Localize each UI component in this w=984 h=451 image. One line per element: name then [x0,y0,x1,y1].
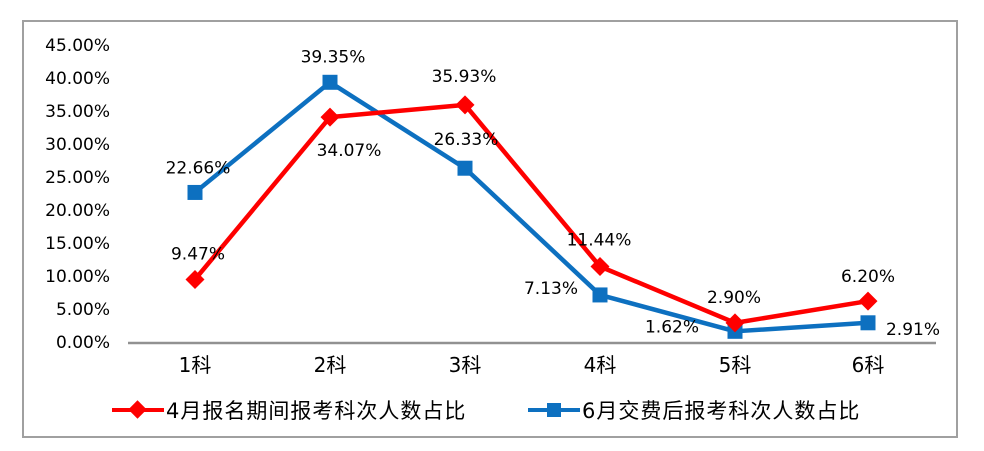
data-point-label: 2.90% [707,288,761,308]
diamond-marker-icon[interactable] [725,313,745,333]
data-point-label: 6.20% [841,267,895,287]
chart-legend: 4月报名期间报考科次人数占比 6月交费后报考科次人数占比 [0,395,984,425]
data-point-label: 1.62% [645,317,699,337]
legend-item-april-series[interactable]: 4月报名期间报考科次人数占比 [112,395,466,425]
chart-frame [22,20,958,438]
diamond-marker-icon[interactable] [320,107,340,127]
y-axis-tick-label: 30.00% [45,135,110,155]
data-point-label: 22.66% [166,158,231,178]
y-axis-tick-label: 40.00% [45,69,110,89]
y-axis-tick-label: 0.00% [56,333,110,353]
diamond-marker-icon[interactable] [858,291,878,311]
legend-label-june-series: 6月交费后报考科次人数占比 [582,399,861,423]
data-point-label: 2.91% [886,320,940,340]
data-point-label: 35.93% [432,67,497,87]
diamond-marker-icon[interactable] [185,269,205,289]
square-marker-icon[interactable] [187,184,203,200]
y-axis-tick-label: 25.00% [45,168,110,188]
x-axis-category-label: 6科 [852,353,885,377]
data-point-label: 11.44% [567,230,632,250]
data-point-label: 7.13% [524,279,578,299]
data-point-label: 9.47% [171,244,225,264]
blue-square-line-legend-icon [528,400,580,420]
series-line-april [192,102,871,326]
square-marker-icon[interactable] [322,74,338,90]
series-line-june [192,80,871,334]
data-point-label: 26.33% [434,130,499,150]
square-marker-icon[interactable] [860,315,876,331]
y-axis-tick-label: 5.00% [56,300,110,320]
x-axis-category-label: 1科 [179,353,212,377]
x-axis-category-label: 5科 [719,353,752,377]
legend-label-april-series: 4月报名期间报考科次人数占比 [166,399,467,423]
diamond-marker-icon[interactable] [455,95,475,115]
square-marker-icon[interactable] [592,287,608,303]
x-axis-category-label: 2科 [314,353,347,377]
data-point-label: 34.07% [317,141,382,161]
y-axis-tick-label: 15.00% [45,234,110,254]
x-axis-category-label: 4科 [584,353,617,377]
y-axis-tick-label: 45.00% [45,36,110,56]
data-point-label: 39.35% [301,47,366,67]
legend-item-june-series[interactable]: 6月交费后报考科次人数占比 [528,395,860,425]
diamond-marker-icon[interactable] [590,256,610,276]
y-axis-tick-label: 10.00% [45,267,110,287]
square-marker-icon[interactable] [457,160,473,176]
x-axis-category-label: 3科 [449,353,482,377]
y-axis-tick-label: 35.00% [45,102,110,122]
red-diamond-line-legend-icon [112,400,164,420]
y-axis-tick-label: 20.00% [45,201,110,221]
